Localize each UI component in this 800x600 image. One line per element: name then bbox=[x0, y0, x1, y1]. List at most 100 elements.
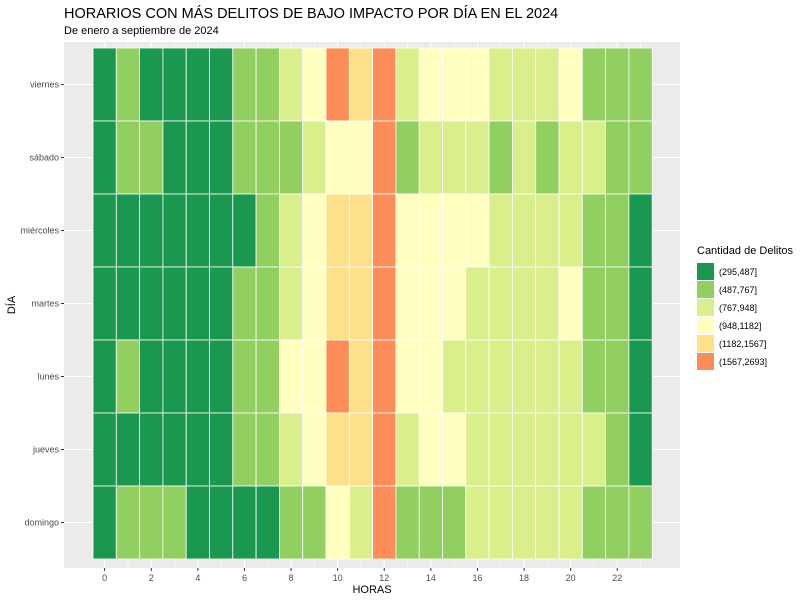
heatmap-cell bbox=[209, 339, 234, 414]
heatmap-cell bbox=[162, 193, 187, 268]
heatmap-cell bbox=[278, 47, 304, 122]
heatmap-cell bbox=[628, 266, 653, 341]
heatmap-cell bbox=[558, 339, 583, 414]
heatmap-cell bbox=[465, 485, 490, 560]
heatmap-cell bbox=[92, 412, 117, 487]
heatmap-cell bbox=[209, 47, 234, 122]
heatmap-cell bbox=[139, 47, 164, 122]
heatmap-cell bbox=[628, 120, 653, 195]
heatmap-cell bbox=[605, 193, 630, 268]
heatmap-cell bbox=[488, 485, 513, 560]
heatmap-cell bbox=[185, 339, 210, 414]
legend-swatch bbox=[697, 263, 714, 280]
x-axis-title: HORAS bbox=[352, 584, 391, 596]
x-tick-label: 10 bbox=[333, 573, 343, 583]
heatmap-cell bbox=[325, 266, 350, 341]
legend-label: (767,948] bbox=[719, 303, 757, 313]
heatmap-cell bbox=[535, 47, 560, 122]
heatmap-cell bbox=[348, 193, 373, 268]
heatmap-cell bbox=[558, 47, 583, 122]
heatmap-cell bbox=[162, 485, 187, 560]
heatmap-cell bbox=[348, 485, 373, 560]
y-axis-ticks: viernes sábado miércoles martes lunes jueves d… bbox=[20, 80, 64, 528]
heatmap-cell bbox=[278, 485, 304, 560]
x-tick-label: 18 bbox=[519, 573, 529, 583]
heatmap-cell bbox=[442, 266, 467, 341]
heatmap-cell bbox=[535, 485, 560, 560]
heatmap-cell bbox=[92, 120, 117, 195]
heatmap-cell bbox=[348, 412, 373, 487]
y-tick-label: martes bbox=[31, 299, 59, 309]
heatmap-cell bbox=[232, 266, 257, 341]
heatmap-cell bbox=[255, 193, 280, 268]
heatmap-cell bbox=[372, 266, 397, 341]
heatmap-cell bbox=[372, 485, 397, 560]
heatmap-cell bbox=[442, 412, 467, 487]
heatmap-cell bbox=[139, 339, 164, 414]
heatmap-cell bbox=[581, 47, 606, 122]
heatmap-cell bbox=[628, 193, 653, 268]
x-tick-label: 2 bbox=[149, 573, 154, 583]
heatmap-cell bbox=[418, 339, 443, 414]
heatmap-cell bbox=[185, 485, 210, 560]
y-tick-label: viernes bbox=[30, 80, 60, 90]
heatmap-cell bbox=[325, 339, 350, 414]
heatmap-cell bbox=[628, 339, 653, 414]
legend-swatch bbox=[697, 335, 714, 352]
heatmap-cell bbox=[255, 339, 280, 414]
heatmap-cell bbox=[162, 266, 187, 341]
heatmap-cell bbox=[372, 339, 397, 414]
heatmap-cell bbox=[209, 485, 234, 560]
heatmap-cell bbox=[302, 193, 327, 268]
heatmap-cell bbox=[465, 339, 490, 414]
heatmap-cell bbox=[465, 120, 490, 195]
heatmap-cell bbox=[372, 47, 397, 122]
heatmap-cell bbox=[581, 412, 606, 487]
heatmap-cell bbox=[209, 412, 234, 487]
heatmap-cell bbox=[302, 412, 327, 487]
legend-label: (948,1182] bbox=[719, 321, 761, 331]
heatmap-cell bbox=[325, 412, 350, 487]
heatmap-cell bbox=[302, 120, 327, 195]
y-axis-title: DÍA bbox=[5, 295, 18, 314]
heatmap-cell bbox=[232, 193, 257, 268]
legend-label: (295,487] bbox=[719, 267, 757, 277]
legend: (295,487] (487,767] (767,948] (948,1182] (11… bbox=[697, 263, 767, 370]
heatmap-cell bbox=[418, 193, 443, 268]
heatmap-cell bbox=[605, 266, 630, 341]
x-tick-label: 0 bbox=[102, 573, 107, 583]
heatmap-cell bbox=[372, 120, 397, 195]
legend-label: (1182,1567] bbox=[719, 339, 766, 349]
heatmap-cell bbox=[442, 193, 467, 268]
legend-swatch bbox=[697, 281, 714, 298]
heatmap-cell bbox=[465, 412, 490, 487]
heatmap-cell bbox=[628, 412, 653, 487]
heatmap-cell bbox=[209, 266, 234, 341]
heatmap-cell bbox=[488, 412, 513, 487]
x-tick-label: 16 bbox=[472, 573, 482, 583]
heatmap-cell bbox=[115, 47, 141, 122]
y-tick-label: miércoles bbox=[20, 226, 59, 236]
heatmap-cell bbox=[348, 47, 373, 122]
heatmap-cell bbox=[302, 47, 327, 122]
heatmap-cell bbox=[605, 412, 630, 487]
heatmap-cell bbox=[232, 485, 257, 560]
heatmap-cell bbox=[395, 193, 420, 268]
y-tick-label: lunes bbox=[37, 372, 59, 382]
chart-title: HORARIOS CON MÁS DELITOS DE BAJO IMPACTO… bbox=[64, 5, 558, 22]
heatmap-cell bbox=[348, 266, 373, 341]
heatmap-cell bbox=[209, 120, 234, 195]
x-tick-label: 12 bbox=[379, 573, 389, 583]
heatmap-cell bbox=[325, 485, 350, 560]
heatmap-cell bbox=[232, 339, 257, 414]
legend-label: (487,767] bbox=[719, 285, 757, 295]
heatmap-cell bbox=[395, 47, 420, 122]
heatmap-cell bbox=[488, 120, 513, 195]
heatmap-cell bbox=[302, 266, 327, 341]
legend-swatch bbox=[697, 353, 714, 370]
heatmap-cell bbox=[92, 266, 117, 341]
heatmap-cell bbox=[278, 412, 304, 487]
heatmap-cell bbox=[162, 120, 187, 195]
heatmap-cell bbox=[255, 47, 280, 122]
